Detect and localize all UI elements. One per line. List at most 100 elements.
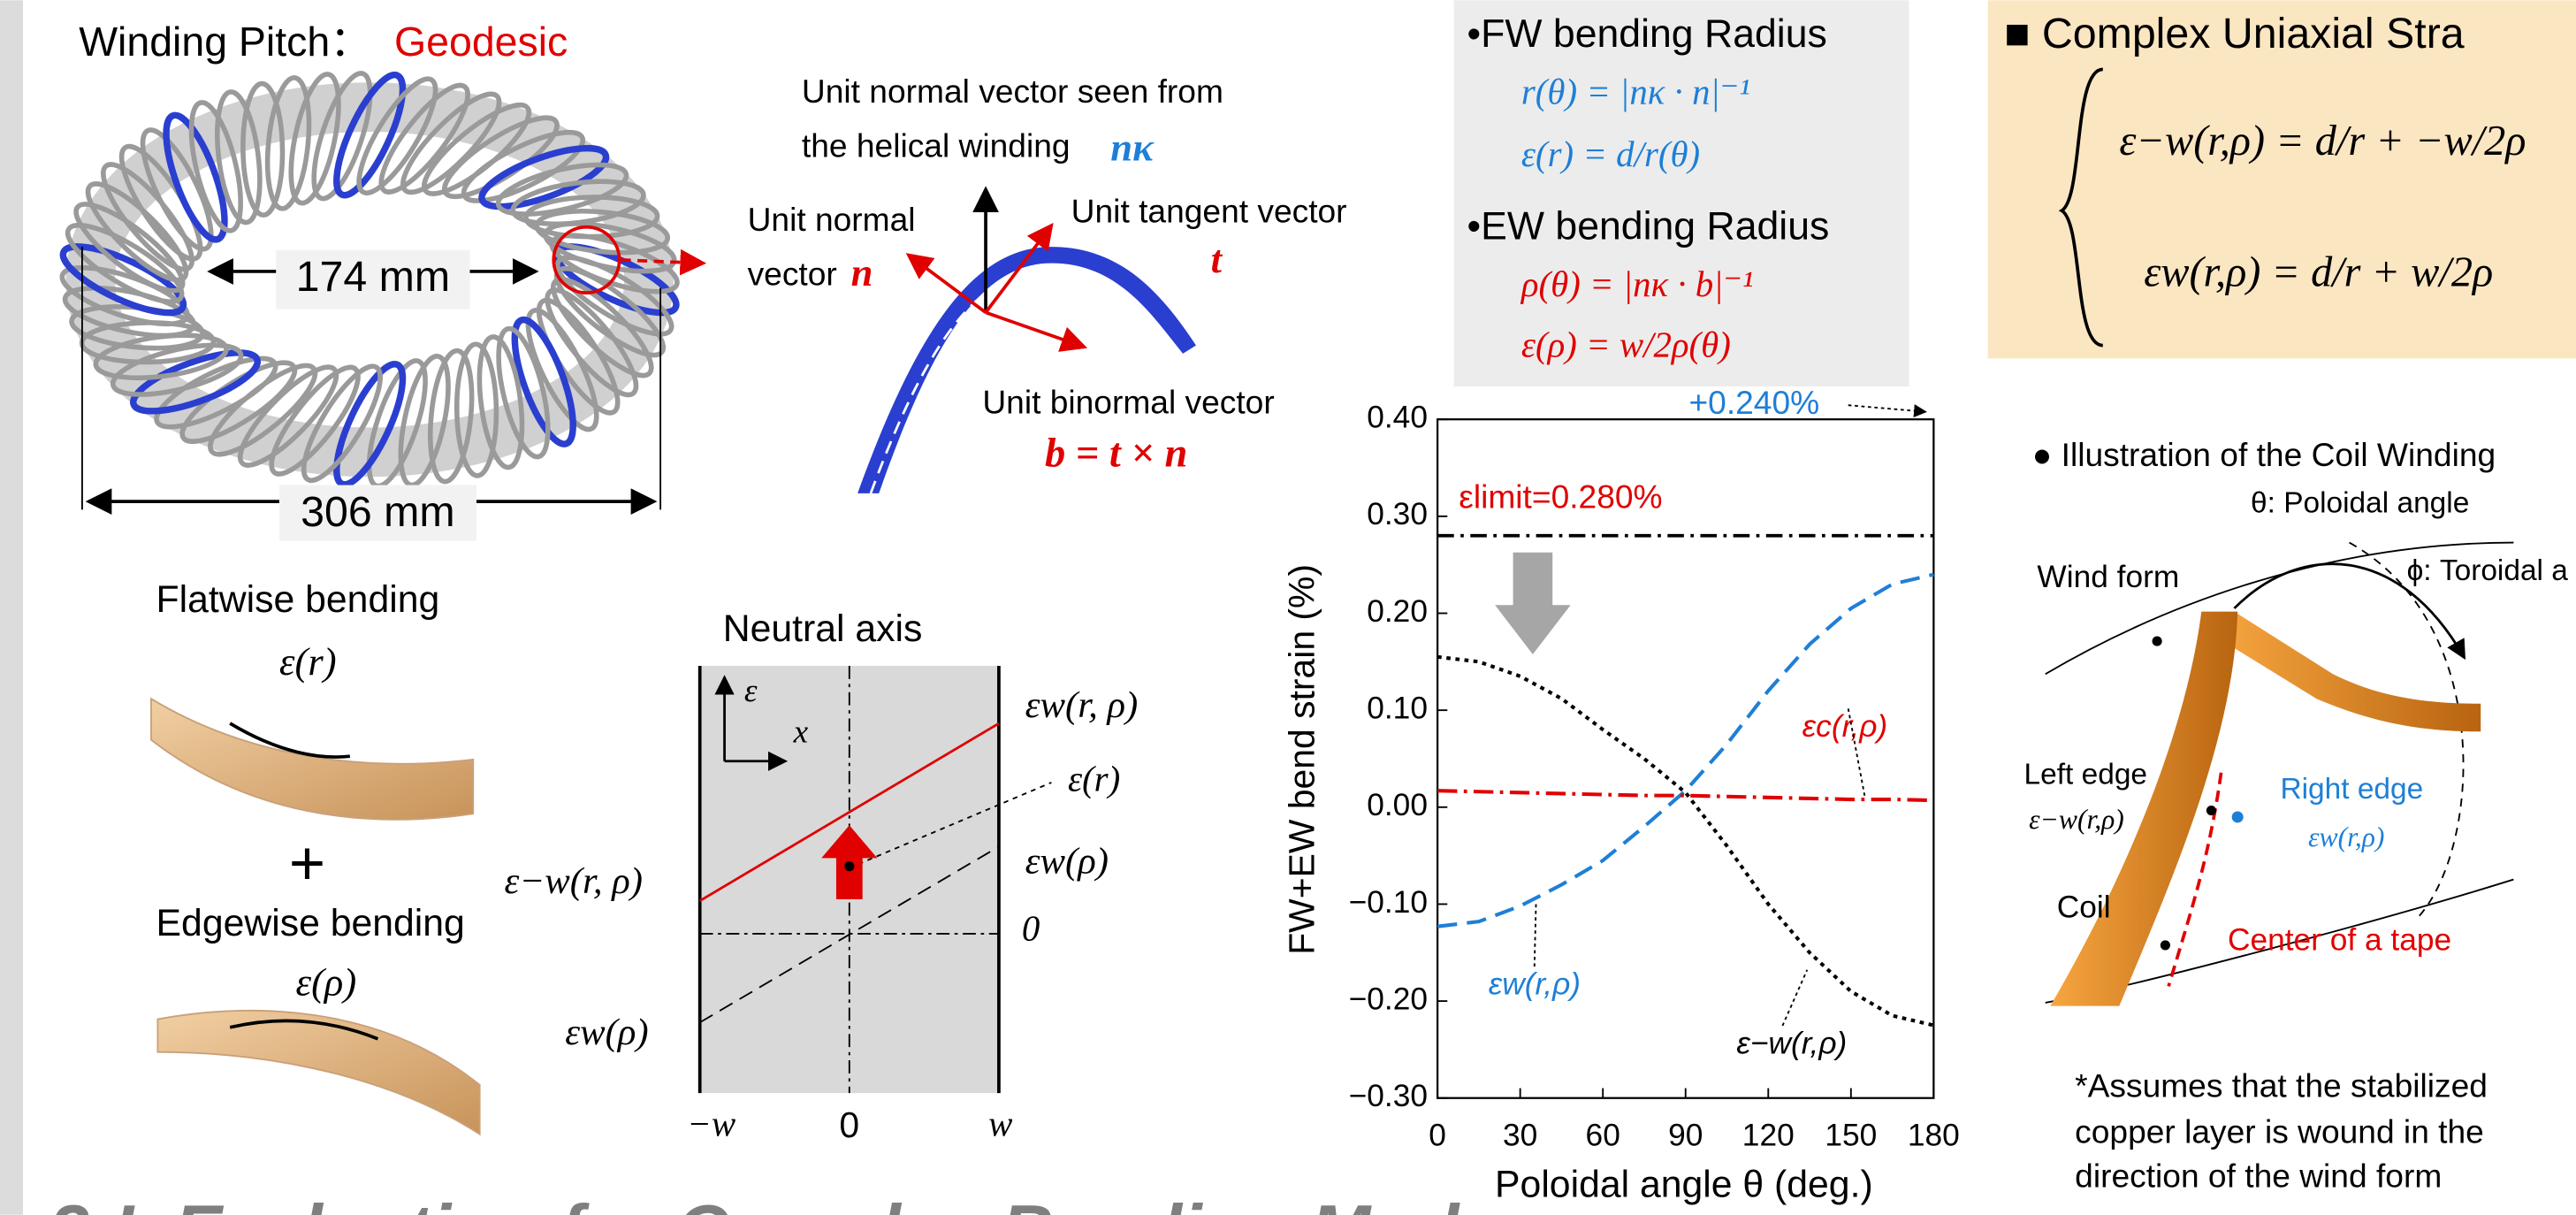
eps-w-rho-left: εw(ρ) [565,1012,648,1053]
coil-main [2050,611,2238,1006]
point [2160,940,2170,951]
wind-form-label: Wind form [2037,560,2179,594]
detail-arrow [621,248,707,276]
winding [85,181,189,283]
ew-title: •EW bending Radius [1467,204,1830,248]
winding [110,342,244,397]
x-tick-label: 150 [1825,1119,1877,1153]
winding [59,265,190,327]
eps-w-r-rho: εw(r, ρ) [1025,684,1139,726]
y-tick-label: 0.40 [1367,401,1428,435]
x-tick-label: 120 [1742,1119,1795,1153]
winding [453,341,499,478]
winding [551,277,654,378]
winding [269,364,361,477]
winding [476,334,525,470]
label-bg [278,485,476,541]
series-line [1437,789,1934,803]
inner-diameter: 174 mm [296,253,450,301]
bend-arrow [229,722,351,759]
winding [496,325,551,460]
point [844,861,855,872]
winding [130,349,262,415]
t-symbol: t [1211,237,1223,281]
eq-2: εw(r,ρ) = d/r + w/2ρ [2144,249,2493,296]
n-symbol: n [851,250,873,294]
left-edge: Left edge [2024,758,2147,791]
chart: Poloidal angle θ (deg.) FW+EW bend strai… [1281,384,1959,1205]
poloidal-circle [2349,541,2465,921]
strain-line [849,782,1052,869]
fw-title: •FW bending Radius [1467,12,1827,56]
normal-seen-2: the helical winding [802,126,1071,164]
y-tick-label: −0.30 [1349,1079,1428,1113]
point [2231,811,2244,823]
x-tick-label: 180 [1908,1119,1960,1153]
winding [378,82,470,195]
left-stripe [0,0,24,1215]
y-tick-label: −0.20 [1349,982,1428,1016]
series-label: ε−w(r,ρ) [1736,1027,1847,1061]
down-arrow [1495,552,1571,654]
winding [154,355,278,430]
unit-tangent: Unit tangent vector [1071,193,1347,230]
unit-normal-2: vector [748,255,837,292]
y-tick-label: −0.10 [1349,885,1428,920]
eps-rho: ε(ρ) [296,960,357,1005]
winding [553,265,666,358]
series-label: εw(r,ρ) [1489,967,1581,1002]
eps-minus-w: ε−w(r, ρ) [505,860,643,902]
eps-r: ε(r) [279,639,337,684]
brace [2058,67,2104,348]
flatwise-label: Flatwise bending [156,578,440,621]
winding [140,127,214,252]
coil-label: Coil [2057,890,2111,924]
x-axis-title: Poloidal angle θ (deg.) [1495,1163,1873,1205]
coil-upper [2217,611,2481,732]
winding [311,71,373,202]
eq-1: ε−w(r,ρ) = d/r + −w/2ρ [2119,118,2526,164]
x-tick-label: 30 [1503,1119,1537,1153]
note-2: copper layer is wound in the [2075,1112,2484,1150]
series-line [1437,572,1934,928]
normal-seen-1: Unit normal vector seen from [802,73,1223,110]
torus-figure [59,71,680,489]
winding [333,71,407,199]
strain-box [1987,0,2576,359]
winding [428,348,475,485]
plus-sign: + [289,828,325,898]
note-3: direction of the wind form [2075,1158,2442,1195]
winding [356,76,438,196]
strain-title: ■ Complex Uniaxial Stra [2004,10,2465,57]
strain-line [699,845,1000,1024]
pitch-label: Winding Pitch： [79,19,370,65]
peak-label: +0.240% [1688,384,1819,421]
peak-pointer [1848,404,1927,417]
phi-label: ϕ: Toroidal a [2407,554,2569,587]
center-line [2167,772,2223,987]
vector [985,310,1088,352]
y-tick-label: 0.10 [1367,691,1428,725]
winding [301,363,383,484]
right-edge: Right edge [2280,773,2423,806]
winding [215,89,263,225]
winding [554,255,674,337]
edgewise-label: Edgewise bending [156,902,465,944]
y-tick-label: 0.20 [1367,594,1428,629]
winding [333,361,407,488]
eps-r-line: ε(r) [1068,759,1120,799]
winding [525,308,599,432]
strain-line [698,722,1000,902]
unit-binormal: Unit binormal vector [982,383,1274,420]
fw-radius: r(θ) = |nκ · n|⁻¹ [1521,72,1750,111]
note-1: *Assumes that the stabilized [2075,1066,2488,1104]
winding [511,316,576,447]
winding [163,111,228,243]
theta-label: θ: Poloidal angle [2251,487,2469,520]
winding [188,100,243,233]
x-tick-label: 90 [1668,1119,1703,1153]
winding [495,162,629,217]
outer-diameter: 306 mm [301,488,454,536]
